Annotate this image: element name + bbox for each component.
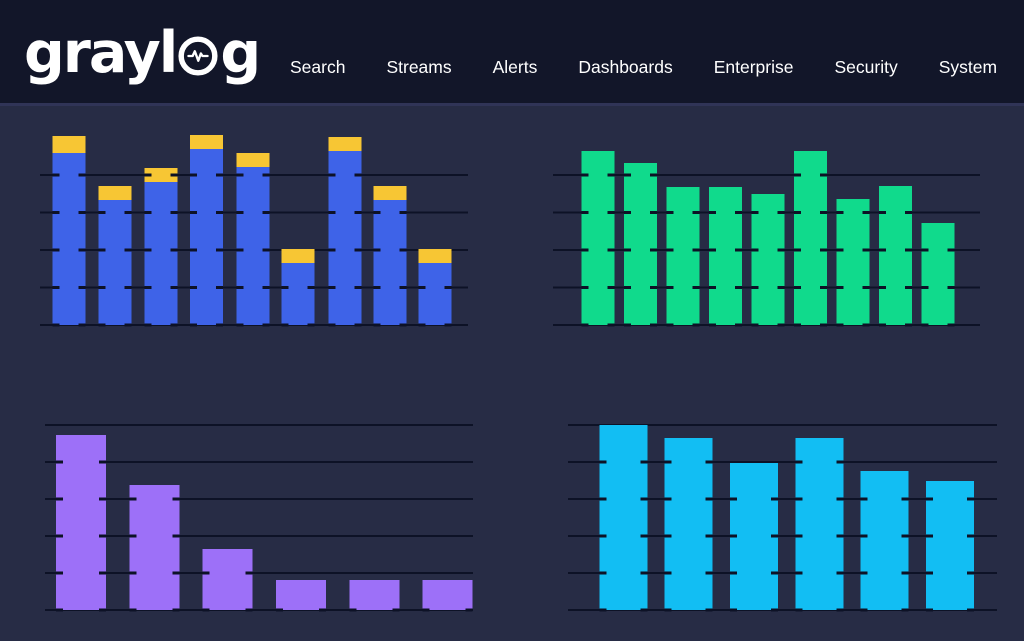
bar [328, 151, 362, 325]
bar [664, 438, 713, 610]
bar [709, 187, 743, 325]
bar [190, 149, 223, 325]
bar [52, 153, 86, 325]
bar [751, 194, 785, 325]
menu-item-security[interactable]: Security [834, 57, 898, 77]
bar [921, 223, 955, 325]
bar-cap [52, 136, 86, 153]
bar [144, 182, 178, 325]
bar-cap [328, 137, 362, 151]
menu-item-system[interactable]: System [938, 57, 998, 77]
chart-bottom-right-cyan-bars [568, 424, 997, 612]
bar-cap [281, 249, 315, 263]
bar [236, 167, 270, 325]
bar [624, 163, 658, 325]
bar [422, 580, 473, 610]
logo-text-right: g [220, 19, 261, 86]
bar-cap [373, 186, 407, 200]
bar [879, 186, 913, 325]
bar [349, 580, 400, 610]
chart-top-left-stacked-bars [40, 135, 468, 327]
charts-area [0, 106, 1024, 641]
bar-cap [98, 186, 132, 200]
menu-item-dashboards[interactable]: Dashboards [578, 57, 673, 77]
bar [730, 463, 778, 610]
bar [926, 481, 974, 610]
bar [98, 200, 132, 325]
bar [836, 199, 870, 325]
logo-text-left: grayl [24, 19, 178, 86]
bar [666, 187, 700, 325]
bar-cap [190, 135, 223, 149]
menu-item-enterprise[interactable]: Enterprise [713, 57, 794, 77]
bar [129, 485, 180, 610]
top-navbar: grayl g Search Streams Alerts Dashboards Ent… [0, 0, 1024, 106]
bar [56, 435, 106, 610]
bar [202, 549, 253, 610]
bar [418, 263, 452, 325]
menu-item-streams[interactable]: Streams [386, 57, 452, 77]
bar-cap [144, 168, 178, 182]
bar [860, 471, 909, 610]
bar-cap [418, 249, 452, 263]
bar-cap [236, 153, 270, 167]
bar [373, 200, 407, 325]
menu-item-search[interactable]: Search [290, 57, 346, 77]
menu-item-alerts[interactable]: Alerts [492, 57, 538, 77]
bar [276, 580, 326, 610]
bar [599, 425, 648, 610]
bar [795, 438, 844, 610]
bar [281, 263, 315, 325]
bar [581, 151, 615, 325]
pulse-circle-icon [178, 36, 218, 76]
graylog-logo[interactable]: grayl g [24, 0, 261, 106]
bar [794, 151, 828, 325]
chart-top-right-green-bars [553, 151, 980, 327]
chart-bottom-left-purple-bars [45, 424, 473, 612]
main-menu: Search Streams Alerts Dashboards Enterprise S… [290, 58, 997, 77]
